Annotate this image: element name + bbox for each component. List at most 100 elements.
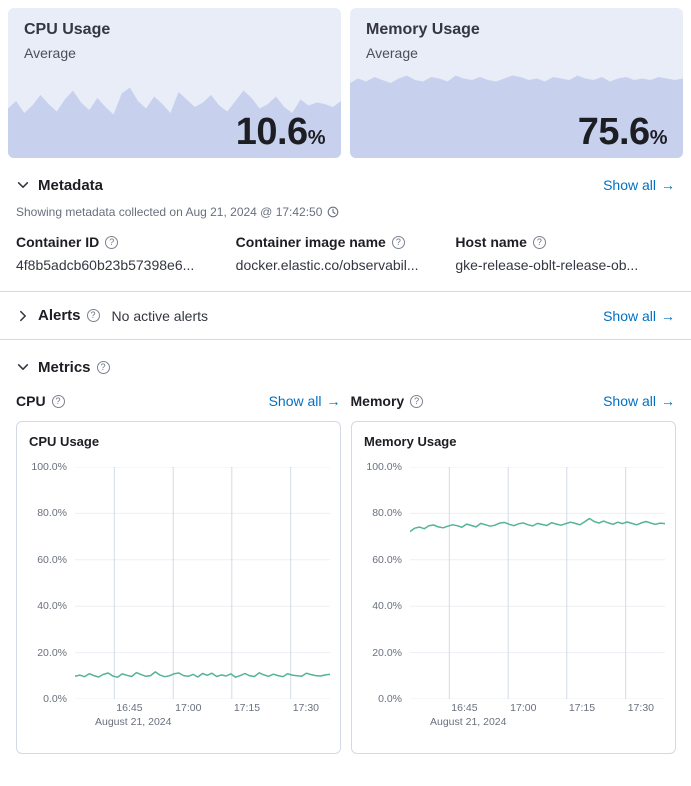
y-axis-tick-label: 40.0% bbox=[37, 600, 67, 613]
metadata-show-all-link[interactable]: Show all → bbox=[603, 177, 675, 193]
y-axis-tick-label: 60.0% bbox=[37, 553, 67, 566]
info-icon[interactable]: ? bbox=[51, 394, 65, 408]
x-axis-tick-label: 17:00 bbox=[175, 702, 202, 714]
show-all-label: Show all bbox=[603, 177, 656, 193]
clock-icon bbox=[328, 206, 339, 218]
memory-chart-plot: 16:45 17:00 17:15 17:30 bbox=[410, 467, 665, 714]
metric-group-title: CPU bbox=[16, 393, 46, 409]
chart-date-label: August 21, 2024 bbox=[95, 716, 172, 728]
metadata-collected-text: Showing metadata collected on Aug 21, 20… bbox=[16, 205, 675, 219]
info-icon[interactable]: ? bbox=[410, 394, 424, 408]
x-axis-tick-label: 17:15 bbox=[568, 702, 596, 714]
divider bbox=[0, 339, 691, 340]
y-axis-tick-label: 80.0% bbox=[372, 507, 402, 520]
y-axis-tick-label: 40.0% bbox=[372, 600, 402, 613]
y-axis-tick-label: 20.0% bbox=[372, 646, 402, 659]
kpi-subtitle: Average bbox=[366, 45, 418, 61]
cpu-usage-chart-panel: CPU Usage 0.0% 20.0% 40.0% 60.0% 80.0% 100.0%… bbox=[16, 421, 341, 754]
show-all-label: Show all bbox=[603, 393, 656, 409]
alerts-status-text: No active alerts bbox=[111, 307, 209, 324]
metadata-field-container-id: Container ID ? 4f8b5adcb60b23b57398e6... bbox=[16, 234, 236, 273]
cpu-chart-y-axis: 0.0% 20.0% 40.0% 60.0% 80.0% 100.0% bbox=[29, 461, 75, 705]
x-axis-tick-label: 17:00 bbox=[510, 702, 537, 714]
metadata-section-title[interactable]: Metadata bbox=[38, 176, 104, 194]
arrow-right-icon: → bbox=[661, 177, 675, 193]
metadata-field-value: 4f8b5adcb60b23b57398e6... bbox=[16, 257, 195, 273]
kpi-subtitle: Average bbox=[24, 45, 76, 61]
y-axis-tick-label: 20.0% bbox=[37, 646, 67, 659]
kpi-title: Memory Usage bbox=[366, 21, 480, 38]
memory-metric-group-header: Memory ? Show all → bbox=[351, 393, 676, 409]
y-axis-tick-label: 0.0% bbox=[378, 693, 402, 705]
y-axis-tick-label: 60.0% bbox=[372, 553, 402, 566]
memory-chart-y-axis: 0.0% 20.0% 40.0% 60.0% 80.0% 100.0% bbox=[364, 461, 410, 705]
chart-body: 0.0% 20.0% 40.0% 60.0% 80.0% 100.0% 16:45 17:0… bbox=[364, 461, 665, 714]
kpi-value-number: 10.6 bbox=[235, 111, 308, 153]
cpu-metric-group-header: CPU ? Show all → bbox=[16, 393, 341, 409]
chart-title: CPU Usage bbox=[29, 434, 100, 449]
chevron-down-icon[interactable] bbox=[16, 360, 30, 374]
chevron-right-icon[interactable] bbox=[16, 309, 30, 323]
cpu-usage-sparkline-chart bbox=[8, 87, 341, 158]
x-axis-tick-label: 17:30 bbox=[292, 702, 319, 714]
y-axis-tick-label: 100.0% bbox=[31, 461, 67, 473]
x-axis-tick-label: 17:30 bbox=[627, 702, 654, 714]
info-icon[interactable]: ? bbox=[96, 360, 110, 374]
chevron-down-icon[interactable] bbox=[16, 178, 30, 192]
metadata-field-label: Container ID bbox=[16, 234, 100, 250]
metrics-section-header: Metrics ? bbox=[16, 356, 675, 378]
alerts-show-all-link[interactable]: Show all → bbox=[603, 308, 675, 324]
chart-date-label: August 21, 2024 bbox=[430, 716, 507, 728]
metadata-field-value: gke-release-oblt-release-ob... bbox=[455, 257, 639, 273]
memory-show-all-link[interactable]: Show all → bbox=[603, 393, 675, 409]
arrow-right-icon: → bbox=[661, 307, 675, 324]
divider bbox=[0, 291, 691, 292]
alerts-section-header: Alerts ? No active alerts Show all → bbox=[0, 292, 691, 339]
cpu-chart-plot: 16:45 17:00 17:15 17:30 bbox=[75, 467, 330, 714]
arrow-right-icon: → bbox=[326, 393, 341, 409]
y-axis-tick-label: 100.0% bbox=[366, 461, 402, 473]
kpi-title: CPU Usage bbox=[24, 21, 111, 38]
memory-chart-x-axis: 16:45 17:00 17:15 17:30 bbox=[410, 699, 665, 714]
cpu-usage-line-chart bbox=[75, 467, 330, 699]
memory-usage-sparkline-chart bbox=[350, 75, 683, 158]
chart-body: 0.0% 20.0% 40.0% 60.0% 80.0% 100.0% 16:45 17:0… bbox=[29, 461, 330, 714]
arrow-right-icon: → bbox=[661, 393, 675, 409]
kpi-value-number: 75.6 bbox=[577, 111, 650, 153]
metadata-field-host-name: Host name ? gke-release-oblt-release-ob.… bbox=[455, 234, 675, 273]
metric-charts-row: CPU Usage 0.0% 20.0% 40.0% 60.0% 80.0% 100.0%… bbox=[16, 421, 676, 754]
kpi-value: 75.6% bbox=[577, 111, 668, 154]
kpi-value: 10.6% bbox=[235, 111, 326, 154]
info-icon[interactable]: ? bbox=[86, 309, 100, 322]
metadata-fields: Container ID ? 4f8b5adcb60b23b57398e6...… bbox=[16, 234, 675, 273]
x-axis-tick-label: 17:15 bbox=[233, 702, 261, 714]
memory-usage-kpi-card: Memory Usage Average 75.6% bbox=[350, 8, 683, 158]
x-axis-tick-label: 16:45 bbox=[116, 702, 143, 714]
x-axis-tick-label: 16:45 bbox=[451, 702, 478, 714]
kpi-text: CPU Usage Average bbox=[8, 8, 341, 61]
cpu-chart-x-axis: 16:45 17:00 17:15 17:30 bbox=[75, 699, 330, 714]
info-icon[interactable]: ? bbox=[105, 235, 119, 249]
collected-text: Showing metadata collected on Aug 21, 20… bbox=[16, 205, 323, 219]
cpu-usage-kpi-card: CPU Usage Average 10.6% bbox=[8, 8, 341, 158]
y-axis-tick-label: 80.0% bbox=[37, 507, 67, 520]
metadata-field-label: Host name bbox=[455, 234, 527, 250]
metrics-section-title[interactable]: Metrics bbox=[38, 358, 91, 376]
y-axis-tick-label: 0.0% bbox=[43, 693, 67, 705]
info-icon[interactable]: ? bbox=[532, 235, 546, 249]
info-icon[interactable]: ? bbox=[391, 235, 405, 249]
memory-usage-line-chart bbox=[410, 467, 665, 699]
kpi-text: Memory Usage Average bbox=[350, 8, 683, 61]
metadata-field-container-image-name: Container image name ? docker.elastic.co… bbox=[236, 234, 456, 273]
alerts-section-title[interactable]: Alerts bbox=[38, 307, 81, 324]
show-all-label: Show all bbox=[268, 393, 322, 409]
memory-usage-chart-panel: Memory Usage 0.0% 20.0% 40.0% 60.0% 80.0% 100… bbox=[351, 421, 676, 754]
kpi-row: CPU Usage Average 10.6% Memory Usage Ave… bbox=[0, 0, 691, 158]
cpu-show-all-link[interactable]: Show all → bbox=[269, 393, 341, 409]
metadata-field-value: docker.elastic.co/observabil... bbox=[235, 257, 419, 273]
chart-title: Memory Usage bbox=[364, 434, 457, 449]
metadata-field-label: Container image name bbox=[235, 234, 386, 250]
metric-group-headers: CPU ? Show all → Memory ? Show all → bbox=[16, 393, 675, 409]
metric-group-title: Memory bbox=[350, 393, 405, 409]
show-all-label: Show all bbox=[603, 307, 656, 324]
